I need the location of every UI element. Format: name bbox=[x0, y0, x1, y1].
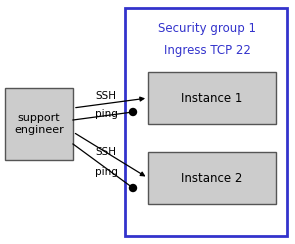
Circle shape bbox=[130, 184, 137, 192]
Bar bbox=[148, 72, 276, 124]
Bar bbox=[125, 8, 287, 236]
Text: SSH: SSH bbox=[96, 91, 117, 101]
Circle shape bbox=[130, 109, 137, 115]
Bar bbox=[5, 88, 73, 160]
Text: Instance 1: Instance 1 bbox=[181, 92, 243, 104]
Text: ping: ping bbox=[95, 109, 117, 119]
Text: SSH: SSH bbox=[96, 147, 117, 157]
Text: Security group 1: Security group 1 bbox=[158, 22, 256, 35]
Bar bbox=[148, 152, 276, 204]
Text: Ingress TCP 22: Ingress TCP 22 bbox=[163, 44, 250, 57]
Text: Instance 2: Instance 2 bbox=[181, 172, 243, 184]
Text: support
engineer: support engineer bbox=[14, 113, 64, 135]
Text: ping: ping bbox=[95, 167, 117, 177]
